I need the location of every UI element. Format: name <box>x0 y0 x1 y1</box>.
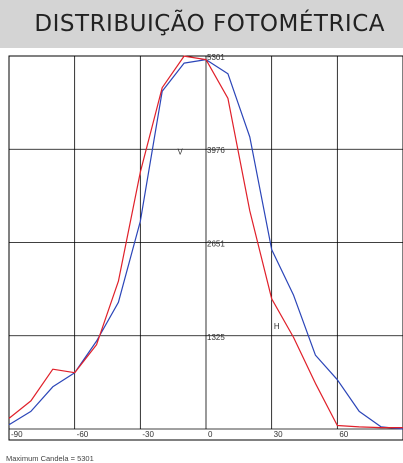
title-bar: DISTRIBUIÇÃO FOTOMÉTRICA <box>0 0 403 48</box>
y-tick-label: 3976 <box>207 146 225 155</box>
x-tick-label: -30 <box>142 430 154 439</box>
series-label-h: H <box>274 322 280 331</box>
y-tick-label: 2651 <box>207 239 225 248</box>
grid <box>9 55 403 430</box>
y-tick-label: 5301 <box>207 53 225 62</box>
chart-title: DISTRIBUIÇÃO FOTOMÉTRICA <box>34 11 385 37</box>
x-tick-label: -90 <box>11 430 23 439</box>
series-line-h <box>8 55 403 429</box>
y-tick-label: 1325 <box>207 333 225 342</box>
x-tick-label: -60 <box>77 430 89 439</box>
series-label-v: V <box>178 148 184 157</box>
max-candela-note: Maximum Candela = 5301 <box>6 454 94 463</box>
series-layer <box>8 55 403 430</box>
x-tick-label: 30 <box>274 430 283 439</box>
x-tick-label: 0 <box>208 430 213 439</box>
x-tick-label: 60 <box>339 430 348 439</box>
